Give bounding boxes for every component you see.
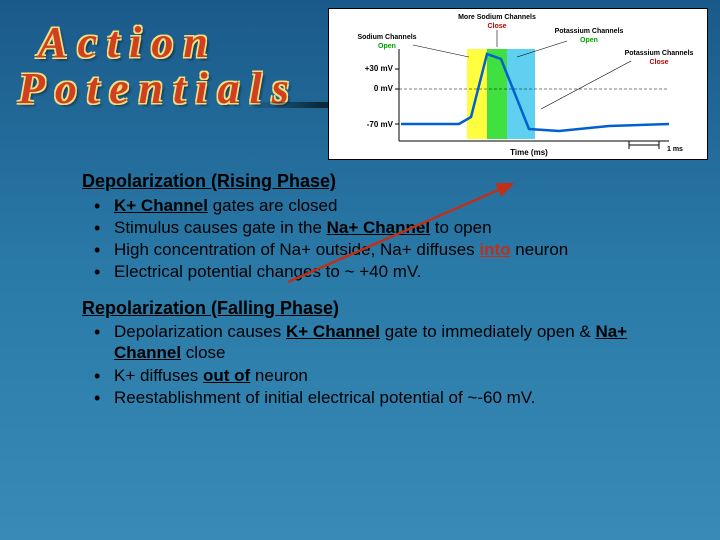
depol-item-3: High concentration of Na+ outside, Na+ d… bbox=[86, 239, 682, 260]
phase-band-3 bbox=[507, 49, 535, 139]
kw-out-of: out of bbox=[203, 366, 250, 385]
repol-list: Depolarization causes K+ Channel gate to… bbox=[82, 321, 682, 408]
label-k-close: Potassium Channels bbox=[625, 50, 694, 57]
one-ms-label: 1 ms bbox=[667, 146, 683, 153]
repol-item-3: Reestablishment of initial electrical po… bbox=[86, 387, 682, 408]
depol-list: K+ Channel gates are closed Stimulus cau… bbox=[82, 195, 682, 283]
kw-into: into bbox=[479, 240, 510, 259]
repol-title: Repolarization (Falling Phase) bbox=[82, 297, 682, 320]
repolarization-section: Repolarization (Falling Phase) Depolariz… bbox=[82, 297, 682, 409]
repol-item-1: Depolarization causes K+ Channel gate to… bbox=[86, 321, 682, 364]
chart-svg: +30 mV 0 mV -70 mV More Sodium Channels … bbox=[329, 9, 709, 161]
title-line-2: Potentials bbox=[18, 66, 238, 112]
label-close-top: Close bbox=[487, 23, 506, 30]
depol-title: Depolarization (Rising Phase) bbox=[82, 170, 682, 193]
depol-item-4: Electrical potential changes to ~ +40 mV… bbox=[86, 261, 682, 282]
ytick-0: 0 mV bbox=[374, 84, 394, 93]
kw-na-channel: Na+ Channel bbox=[327, 218, 430, 237]
label-open-right: Open bbox=[580, 37, 598, 44]
ytick-70: -70 mV bbox=[367, 120, 394, 129]
depol-item-2: Stimulus causes gate in the Na+ Channel … bbox=[86, 217, 682, 238]
kw-k-channel: K+ Channel bbox=[114, 196, 208, 215]
kw-k-channel-2: K+ Channel bbox=[286, 322, 380, 341]
x-label: Time (ms) bbox=[510, 148, 548, 157]
label-open-left: Open bbox=[378, 43, 396, 50]
label-k-open: Potassium Channels bbox=[555, 28, 624, 35]
action-potential-chart: +30 mV 0 mV -70 mV More Sodium Channels … bbox=[328, 8, 708, 160]
depolarization-section: Depolarization (Rising Phase) K+ Channel… bbox=[82, 170, 682, 283]
title-line-1: Action bbox=[18, 20, 238, 66]
ytick-30: +30 mV bbox=[365, 64, 394, 73]
label-more-na: More Sodium Channels bbox=[458, 14, 536, 21]
content-area: Depolarization (Rising Phase) K+ Channel… bbox=[82, 170, 682, 422]
label-na-open: Sodium Channels bbox=[357, 34, 416, 41]
label-close-right: Close bbox=[649, 59, 668, 66]
depol-item-1: K+ Channel gates are closed bbox=[86, 195, 682, 216]
repol-item-2: K+ diffuses out of neuron bbox=[86, 365, 682, 386]
phase-band-2 bbox=[487, 49, 507, 139]
slide-title: Action Potentials bbox=[18, 20, 238, 112]
